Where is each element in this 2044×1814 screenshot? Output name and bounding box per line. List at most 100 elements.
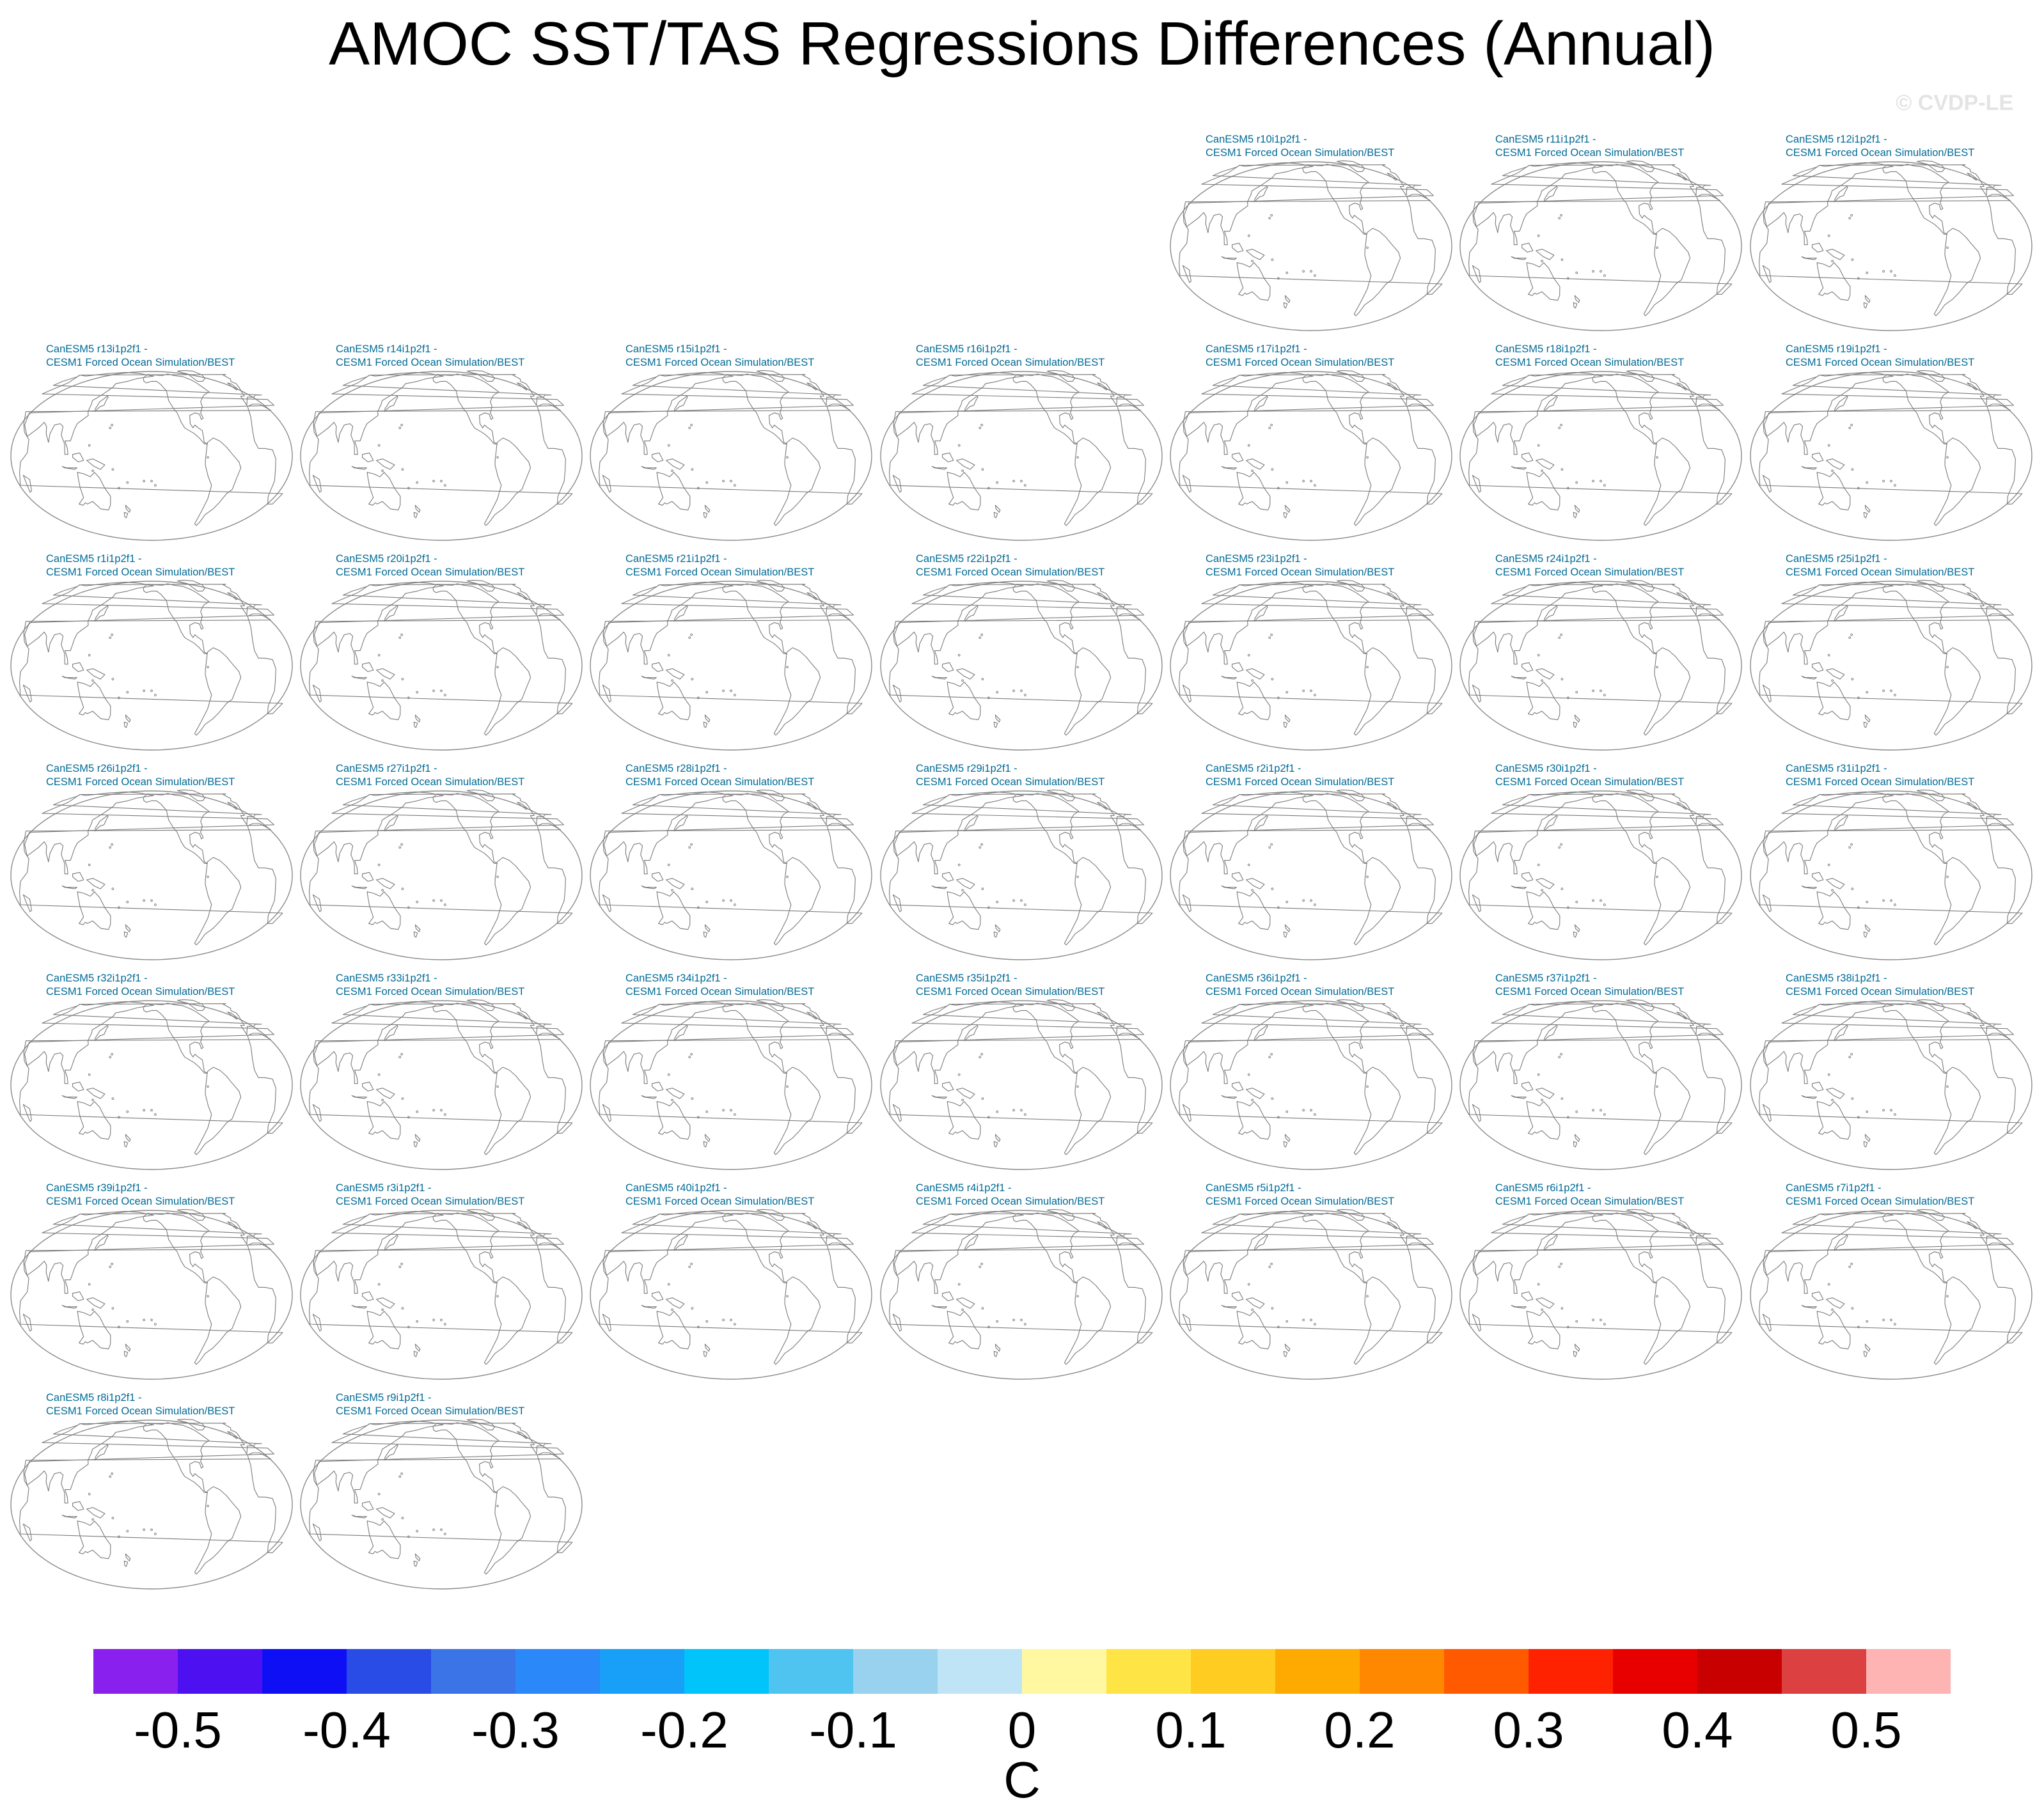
island [1251,889,1254,892]
world-map [1170,1208,1452,1380]
coastline [703,512,708,519]
island [377,1492,381,1496]
island [671,1099,673,1102]
coastline [599,403,863,504]
island [118,1116,120,1119]
world-map [880,1208,1163,1380]
coastline [95,1024,109,1042]
coastline [931,465,947,470]
coastline [376,668,395,680]
coastline [1759,194,2023,295]
island [407,1116,410,1119]
coastline [1284,504,1291,513]
map-panel: CanESM5 r16i1p2f1 - CESM1 Forced Ocean Si… [879,343,1164,547]
coastline [602,1104,611,1122]
coastline [603,1001,854,1084]
island [1567,277,1569,280]
coastline [313,371,564,455]
coastline [1472,265,1481,283]
island [1848,1056,1851,1059]
coastline [1574,295,1580,303]
coastline [599,613,863,714]
coastline [376,878,395,889]
coastline [1916,160,1945,172]
coastline [362,1501,374,1511]
coastline [773,1276,821,1365]
island [987,487,990,490]
map-boundary [880,371,1163,541]
coastline [194,1067,242,1155]
coastline [722,1212,789,1283]
island [1541,889,1543,892]
coastline [342,584,552,616]
map-boundary [1459,581,1742,751]
island [91,1518,94,1521]
island [400,423,403,426]
coastline [1763,791,2014,875]
island [1575,1110,1578,1113]
coastline [1544,1234,1558,1251]
panel-label-line2: CESM1 Forced Ocean Simulation/BEST [1495,357,1685,368]
island [1894,694,1896,696]
map-panel: CanESM5 r3i1p2f1 - CESM1 Forced Ocean Sim… [299,1182,584,1386]
coastline [994,924,1001,932]
world-map [1750,160,2032,331]
island [1020,480,1023,483]
coastline [1882,1003,1949,1074]
coastline [1212,794,1422,825]
coastline [1232,1291,1244,1301]
island [400,1052,403,1056]
coastline [1676,173,1688,181]
colorbar-swatch [600,1649,685,1694]
map-panel: CanESM5 r21i1p2f1 - CESM1 Forced Ocean Si… [588,552,874,757]
coastline [1864,504,1871,513]
map-panel: CanESM5 r17i1p2f1 - CESM1 Forced Ocean Si… [1168,343,1454,547]
panel-label-line2: CESM1 Forced Ocean Simulation/BEST [46,986,235,997]
coastline [1179,403,1443,504]
coastline [1762,1313,1772,1332]
coastline [947,682,981,721]
island [1575,271,1578,274]
map-panel: CanESM5 r19i1p2f1 - CESM1 Forced Ocean Si… [1749,343,2034,547]
coastline [703,721,708,728]
map-panel: CanESM5 r23i1p2f1 - CESM1 Forced Ocean Si… [1168,552,1454,757]
island [407,906,410,909]
panel-label-line1: CanESM5 r22i1p2f1 - [916,553,1018,565]
island [1656,1295,1658,1298]
island [1558,1056,1561,1059]
panel-label-line1: CanESM5 r4i1p2f1 - [916,1182,1012,1194]
panel-label-line1: CanESM5 r24i1p2f1 - [1495,553,1597,565]
coastline [1336,370,1365,382]
coastline [1521,1081,1534,1091]
island [1894,1323,1896,1325]
coastline [1536,458,1555,470]
map-boundary [1459,790,1742,960]
coastline [77,682,111,721]
island [118,1325,120,1329]
panel-label: CanESM5 r39i1p2f1 - CESM1 Forced Ocean Si… [46,1182,235,1208]
coastline [309,1033,573,1134]
island [126,1529,129,1533]
map-boundary [1750,1000,2032,1170]
coastline [1967,592,1978,600]
island [1310,1109,1312,1112]
island [496,1295,499,1298]
island [980,1262,983,1265]
island [109,426,112,430]
island [1270,1052,1273,1056]
panel-label-line1: CanESM5 r7i1p2f1 - [1786,1182,1882,1194]
map-panel: CanESM5 r31i1p2f1 - CESM1 Forced Ocean Si… [1749,762,2034,967]
coastline [1816,682,1851,721]
island [111,1097,114,1100]
coastline [309,403,573,504]
coastline [994,1134,1001,1142]
coastline [756,579,785,591]
panel-label: CanESM5 r15i1p2f1 - CESM1 Forced Ocean Si… [625,343,814,370]
coastline [1246,1297,1265,1309]
coastline [1236,682,1271,721]
panel-label: CanESM5 r7i1p2f1 - CESM1 Forced Ocean Sim… [1786,1182,1974,1208]
coastline [1511,885,1527,889]
coastline [1792,794,2002,825]
coastline [227,592,239,600]
island [1603,1113,1606,1116]
